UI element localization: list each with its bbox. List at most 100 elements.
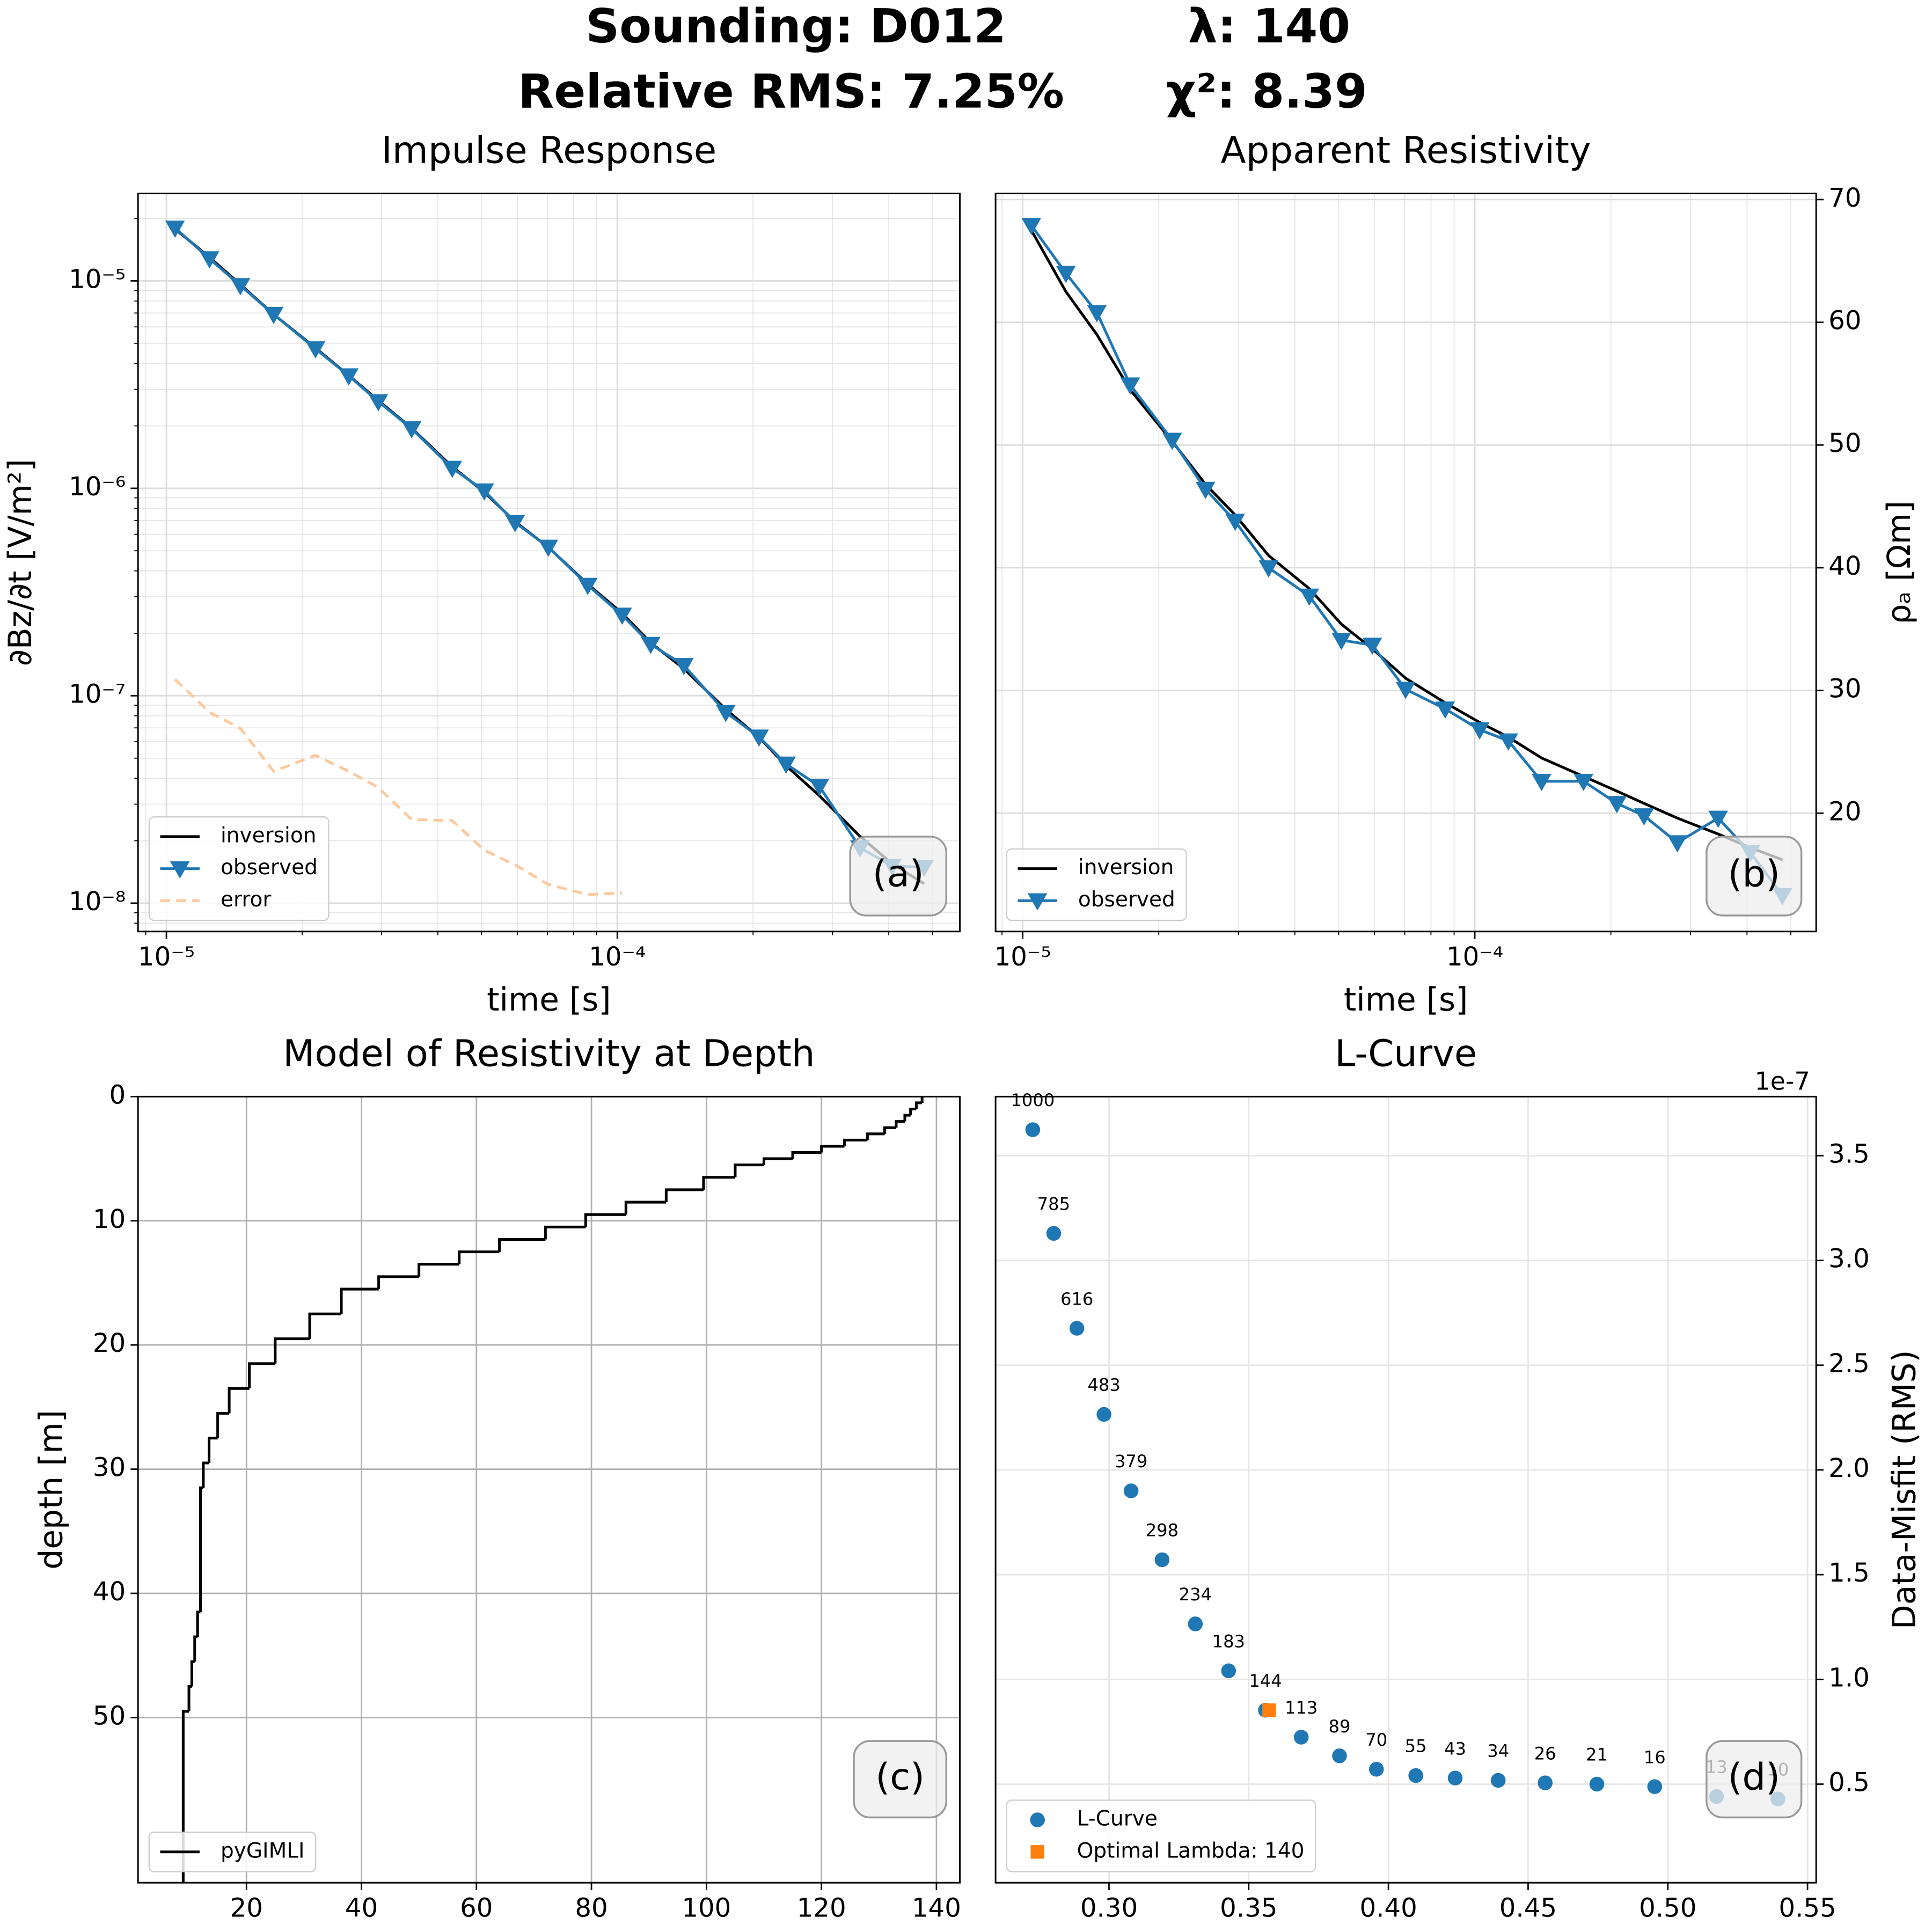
marker — [1162, 433, 1182, 450]
marker — [1708, 810, 1728, 828]
step-segment — [734, 1163, 764, 1177]
subplot-title: L-Curve — [1335, 1033, 1477, 1075]
axes-frame — [137, 1095, 961, 1884]
plot-area — [1025, 1122, 1785, 1806]
subplot-title: Apparent Resistivity — [1221, 129, 1591, 172]
point-label: 785 — [1037, 1194, 1070, 1214]
marker — [641, 636, 661, 654]
point-label: 70 — [1365, 1730, 1387, 1750]
y-tick-label: 1.5 — [1828, 1558, 1870, 1588]
step-segment — [895, 1120, 905, 1128]
y-tick-label: 0.5 — [1828, 1767, 1870, 1797]
y-axis-label: Data-Misfit (RMS) — [1886, 1350, 1923, 1629]
marker — [1408, 1768, 1423, 1783]
x-tick-label: 140 — [912, 1893, 961, 1923]
x-tick-label: 10⁻⁵ — [994, 942, 1051, 972]
point-label: 113 — [1285, 1697, 1318, 1718]
marker — [264, 306, 284, 325]
point-label: 183 — [1212, 1631, 1245, 1651]
x-tick-label: 120 — [797, 1893, 846, 1923]
x-tick-label: 0.30 — [1080, 1893, 1138, 1923]
marker — [1195, 481, 1216, 499]
point-label: 144 — [1249, 1671, 1282, 1691]
marker — [1123, 1483, 1139, 1498]
marker — [749, 729, 769, 747]
legend-label: inversion — [1078, 855, 1174, 880]
y-tick-label: 2.0 — [1828, 1453, 1870, 1483]
panel: 10⁻⁵ 10⁻⁴ 10⁻⁸ 10⁻⁷ 10⁻⁶ 10⁻⁵ Impulse Response… — [2, 129, 961, 1019]
annotation: (d) — [1728, 1755, 1780, 1798]
annotation-box — [1706, 1740, 1803, 1819]
legend-box — [148, 816, 330, 921]
y-tick-label: 20 — [93, 1328, 126, 1358]
marker — [401, 421, 422, 439]
point-label: 89 — [1329, 1716, 1351, 1737]
marker — [1021, 218, 1042, 236]
annotation: (c) — [875, 1755, 925, 1798]
marker — [305, 341, 326, 359]
step-segment — [187, 1685, 192, 1711]
marker — [1056, 266, 1076, 283]
marker — [368, 394, 389, 412]
y-tick-label: 30 — [93, 1453, 126, 1483]
marker — [1331, 633, 1351, 650]
point-label: 234 — [1179, 1584, 1212, 1605]
figure-title: Relative RMS: 7.25% — [518, 64, 1064, 119]
subplot-title: Model of Resistivity at Depth — [283, 1033, 815, 1075]
y-tick-label: 40 — [93, 1577, 126, 1607]
marker — [1634, 808, 1654, 826]
marker — [1447, 1770, 1463, 1785]
marker — [1262, 1703, 1276, 1717]
step-segment — [340, 1287, 379, 1314]
panel: 20 40 60 80 100 120 140 0 10 20 30 40 50 Model of Res… — [33, 1033, 961, 1923]
point-label: 26 — [1534, 1743, 1556, 1763]
step-segment — [791, 1151, 822, 1159]
marker — [1647, 1779, 1663, 1794]
annotation: (b) — [1728, 852, 1780, 895]
plot-area — [181, 1096, 924, 1883]
step-segment — [664, 1188, 704, 1203]
marker — [1332, 1748, 1347, 1763]
panel: 10⁻⁵ 10⁻⁴ 20 30 40 50 60 70 Apparent Resistivity… — [994, 129, 1919, 1019]
marker — [1607, 796, 1627, 814]
step-segment — [903, 1114, 911, 1122]
step-segment — [866, 1132, 885, 1140]
legend-label: Optimal Lambda: 140 — [1077, 1839, 1305, 1863]
marker — [1589, 1776, 1605, 1792]
step-segment — [248, 1362, 275, 1389]
y-tick-label: 50 — [1828, 428, 1861, 458]
point-label: 483 — [1087, 1375, 1120, 1395]
x-tick-label: 80 — [575, 1893, 608, 1923]
y-tick-label: 20 — [1828, 796, 1861, 826]
marker — [1490, 1773, 1506, 1788]
x-tick-label: 10⁻⁴ — [1446, 942, 1503, 972]
legend-label: observed — [221, 855, 318, 880]
marker — [1574, 774, 1594, 792]
axes-frame — [994, 1095, 1817, 1884]
panel: 0.30 0.35 0.40 0.45 0.50 0.55 0.5 1.0 1.5 2.0 2.5 3… — [994, 1033, 1923, 1923]
step-segment — [308, 1312, 341, 1339]
marker — [1188, 1616, 1203, 1631]
marker — [442, 460, 463, 478]
y-tick-label: 10⁻⁸ — [69, 887, 126, 917]
x-tick-label: 0.50 — [1639, 1893, 1696, 1923]
point-label: 616 — [1060, 1289, 1093, 1309]
marker — [339, 368, 359, 386]
x-tick-label: 10⁻⁴ — [589, 942, 646, 972]
annotation-box — [849, 836, 947, 917]
marker — [505, 515, 525, 533]
marker — [1120, 377, 1140, 395]
step-segment — [544, 1225, 586, 1240]
y-tick-label: 0 — [109, 1080, 126, 1110]
step-segment — [584, 1213, 626, 1227]
legend-label: error — [221, 888, 272, 912]
step-segment — [458, 1250, 500, 1264]
y-tick-label: 30 — [1828, 674, 1861, 704]
step-segment — [202, 1461, 209, 1488]
marker — [1154, 1552, 1170, 1568]
y-tick-label: 2.5 — [1828, 1349, 1870, 1379]
marker — [1069, 1321, 1085, 1336]
